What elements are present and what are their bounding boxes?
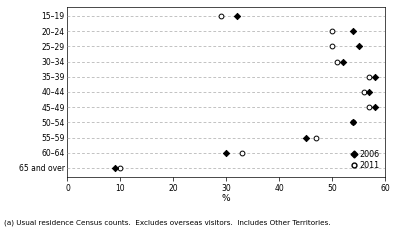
Point xyxy=(371,105,378,109)
Point xyxy=(355,44,362,48)
Point xyxy=(361,90,367,94)
Point xyxy=(239,151,245,155)
Point xyxy=(366,75,372,79)
Point xyxy=(371,75,378,79)
Point xyxy=(329,44,335,48)
Point xyxy=(234,14,240,18)
X-axis label: %: % xyxy=(222,194,231,203)
Point xyxy=(366,90,372,94)
Point xyxy=(350,29,357,33)
Point xyxy=(366,105,372,109)
Point xyxy=(223,151,229,155)
Point xyxy=(334,60,341,63)
Point xyxy=(350,121,357,124)
Text: (a) Usual residence Census counts.  Excludes overseas visitors.  Includes Other : (a) Usual residence Census counts. Exclu… xyxy=(4,219,331,226)
Point xyxy=(112,166,118,170)
Point xyxy=(218,14,224,18)
Point xyxy=(329,29,335,33)
Point xyxy=(350,121,357,124)
Legend: 2006, 2011: 2006, 2011 xyxy=(349,148,381,171)
Point xyxy=(117,166,123,170)
Point xyxy=(303,136,309,139)
Point xyxy=(339,60,346,63)
Point xyxy=(313,136,320,139)
